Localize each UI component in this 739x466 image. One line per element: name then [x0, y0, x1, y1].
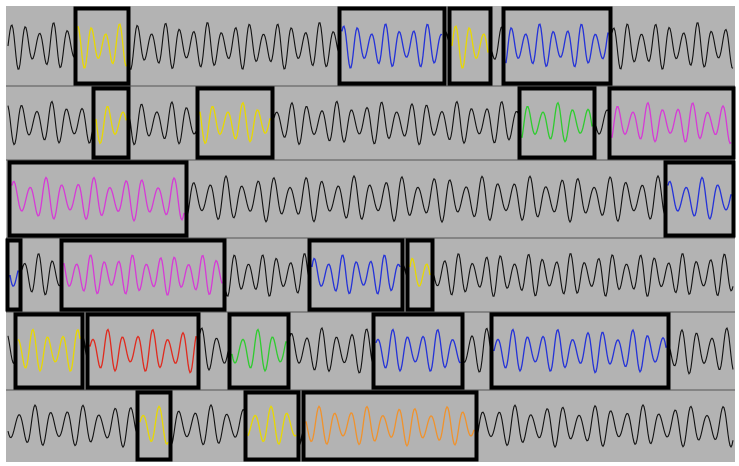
- yellow-waveform: [17, 328, 81, 373]
- segment-yellow: [447, 6, 493, 86]
- yellow-waveform: [77, 23, 127, 69]
- segment-blue: [307, 238, 405, 312]
- orange-waveform: [305, 405, 475, 447]
- segment-orange: [301, 390, 479, 462]
- segment-blue: [337, 6, 447, 86]
- blue-waveform: [505, 23, 609, 68]
- segment-magenta: [59, 238, 227, 312]
- segment-yellow: [13, 312, 85, 390]
- magenta-waveform: [611, 101, 732, 145]
- segment-box-border: [337, 6, 447, 86]
- segment-box-border: [489, 312, 671, 390]
- segment-background: [196, 88, 274, 158]
- yellow-waveform: [199, 101, 271, 145]
- segment-box-border: [371, 312, 465, 390]
- green-waveform: [231, 328, 287, 373]
- segment-box-border: [405, 238, 435, 312]
- segment-box-border: [13, 312, 85, 390]
- red-waveform: [89, 328, 197, 374]
- yellow-waveform: [95, 106, 127, 145]
- segment-background: [308, 240, 404, 310]
- segment-blue: [501, 6, 613, 86]
- segment-box-border: [7, 160, 189, 238]
- segment-yellow: [91, 86, 131, 160]
- segment-box-border: [301, 390, 479, 462]
- magenta-waveform: [11, 176, 185, 223]
- segment-yellow: [135, 390, 173, 462]
- segment-box-border: [517, 86, 597, 160]
- segment-yellow: [195, 86, 275, 160]
- segment-background: [490, 314, 670, 388]
- segment-background: [14, 314, 84, 388]
- yellow-waveform: [451, 25, 489, 69]
- segment-background: [664, 162, 735, 236]
- segment-yellow: [405, 238, 435, 312]
- segment-background: [136, 392, 172, 460]
- segment-blue: [371, 312, 465, 390]
- segment-box-border: [59, 238, 227, 312]
- segment-box-border: [195, 86, 275, 160]
- segment-box-border: [447, 6, 493, 86]
- segment-box-border: [307, 238, 405, 312]
- segment-box-border: [91, 86, 131, 160]
- segment-magenta: [7, 160, 189, 238]
- segment-background: [6, 240, 22, 310]
- blue-waveform: [667, 176, 732, 221]
- yellow-waveform: [139, 405, 169, 446]
- segment-yellow: [243, 390, 301, 462]
- segment-background: [448, 8, 492, 84]
- segment-box-border: [663, 160, 736, 238]
- segment-blue: [489, 312, 671, 390]
- segment-blue: [5, 238, 23, 312]
- segment-box-border: [501, 6, 613, 86]
- blue-waveform: [341, 23, 443, 69]
- segment-box-border: [227, 312, 291, 390]
- segment-green: [227, 312, 291, 390]
- segment-blue: [663, 160, 736, 238]
- segment-box-border: [135, 390, 173, 462]
- green-waveform: [521, 101, 593, 143]
- segment-background: [338, 8, 446, 84]
- yellow-waveform: [409, 257, 431, 288]
- segment-red: [85, 312, 201, 390]
- segment-background: [228, 314, 290, 388]
- segment-box-border: [607, 86, 736, 160]
- segment-box-border: [85, 312, 201, 390]
- segment-background: [86, 314, 200, 388]
- segment-yellow: [73, 6, 131, 86]
- blue-waveform: [493, 328, 667, 374]
- segment-green: [517, 86, 597, 160]
- blue-waveform: [9, 270, 19, 288]
- segment-background: [406, 240, 434, 310]
- segment-box-border: [73, 6, 131, 86]
- segment-background: [608, 88, 735, 158]
- segment-box-border: [243, 390, 301, 462]
- yellow-waveform: [247, 405, 297, 446]
- segment-box-border: [5, 238, 23, 312]
- blue-waveform: [311, 254, 401, 295]
- segment-magenta: [607, 86, 736, 160]
- segment-background: [372, 314, 464, 388]
- blue-waveform: [375, 328, 461, 373]
- magenta-waveform: [63, 254, 223, 296]
